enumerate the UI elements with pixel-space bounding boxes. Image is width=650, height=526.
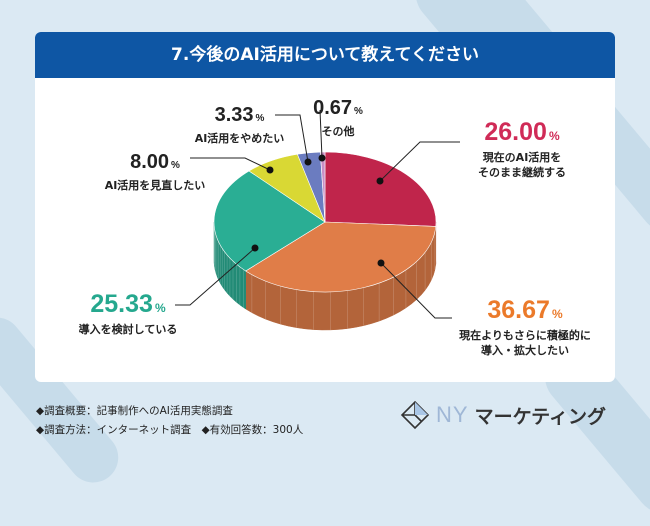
- label-slice-4: 3.33% AI活用をやめたい: [192, 103, 287, 146]
- logo-text: マーケティング: [475, 402, 606, 429]
- pie-chart: [0, 0, 650, 450]
- diamond-logo-icon: [400, 400, 430, 430]
- text-slice-5: その他: [308, 124, 368, 139]
- pie-slice-0: [325, 152, 436, 226]
- text-slice-2: 導入を検討している: [68, 322, 188, 337]
- label-slice-0: 26.00% 現在のAI活用を そのまま継続する: [462, 118, 582, 180]
- logo: NY マーケティング: [400, 400, 606, 430]
- footer-survey-summary: ◆調査概要：記事制作へのAI活用実態調査: [36, 403, 233, 418]
- label-slice-2: 25.33% 導入を検討している: [68, 290, 188, 337]
- text-slice-1a: 現在よりもさらに積極的に: [445, 328, 605, 343]
- logo-ny: NY: [436, 402, 469, 428]
- text-slice-0b: そのまま継続する: [462, 165, 582, 180]
- value-slice-0: 26.00: [484, 118, 547, 146]
- text-slice-1b: 導入・拡大したい: [445, 343, 605, 358]
- label-slice-3: 8.00% AI活用を見直したい: [100, 150, 210, 193]
- value-slice-4: 3.33: [215, 104, 254, 126]
- label-slice-1: 36.67% 現在よりもさらに積極的に 導入・拡大したい: [445, 296, 605, 358]
- leader-dot-5: [319, 155, 326, 162]
- leader-dot-2: [252, 245, 259, 252]
- text-slice-0a: 現在のAI活用を: [462, 150, 582, 165]
- value-slice-2: 25.33: [90, 290, 153, 318]
- value-slice-3: 8.00: [130, 151, 169, 173]
- leader-dot-3: [267, 167, 274, 174]
- leader-dot-1: [378, 260, 385, 267]
- text-slice-3: AI活用を見直したい: [100, 178, 210, 193]
- leader-dot-4: [305, 159, 312, 166]
- value-slice-1: 36.67: [487, 296, 550, 324]
- footer-survey-method: ◆調査方法：インターネット調査 ◆有効回答数：300人: [36, 422, 303, 437]
- label-slice-5: 0.67% その他: [308, 96, 368, 139]
- leader-dot-0: [377, 178, 384, 185]
- value-slice-5: 0.67: [313, 97, 352, 119]
- text-slice-4: AI活用をやめたい: [192, 131, 287, 146]
